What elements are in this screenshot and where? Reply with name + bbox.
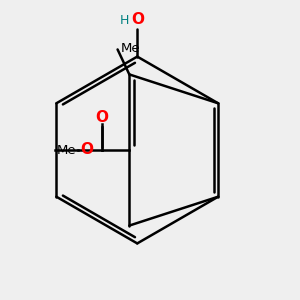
- Text: O: O: [80, 142, 94, 158]
- Text: O: O: [131, 12, 144, 27]
- Text: Me: Me: [121, 42, 141, 55]
- Text: O: O: [95, 110, 108, 124]
- Text: Me: Me: [57, 143, 77, 157]
- Text: H: H: [120, 14, 130, 27]
